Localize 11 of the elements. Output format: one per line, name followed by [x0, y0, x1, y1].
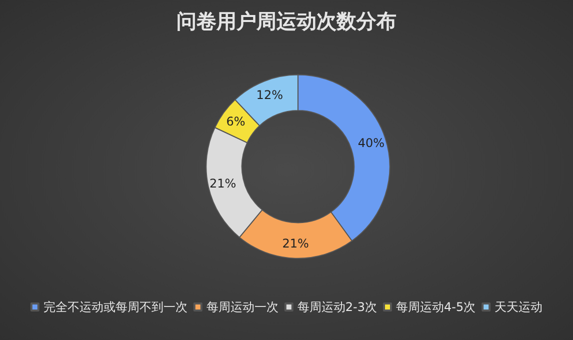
data-label: 21% — [210, 176, 236, 190]
data-label: 12% — [256, 88, 283, 102]
chart-title: 问卷用户周运动次数分布 — [176, 9, 396, 33]
legend-label: 完全不运动或每周不到一次 — [43, 300, 188, 314]
data-label: 6% — [226, 114, 246, 128]
legend-label: 天天运动 — [494, 300, 543, 314]
legend-label: 每周运动2-3次 — [297, 300, 378, 314]
data-label: 40% — [358, 136, 384, 150]
data-label: 21% — [282, 236, 309, 251]
legend-label: 每周运动4-5次 — [396, 300, 476, 314]
legend-label: 每周运动一次 — [206, 300, 278, 314]
